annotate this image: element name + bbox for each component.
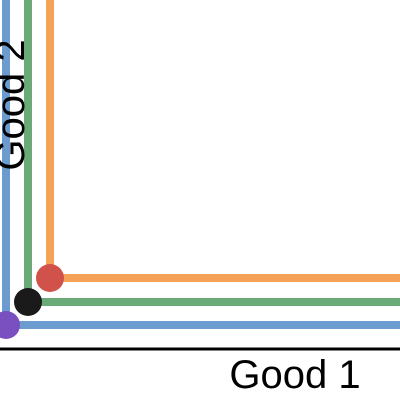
y-axis-label: Good 2 — [0, 39, 33, 170]
indifference-curve-mid — [24, 0, 400, 306]
indifference-curve-high — [46, 0, 400, 282]
kink-point-mid — [14, 288, 42, 316]
kink-point-low — [0, 311, 20, 339]
x-axis-label: Good 1 — [229, 353, 360, 397]
kink-point-high — [36, 264, 64, 292]
